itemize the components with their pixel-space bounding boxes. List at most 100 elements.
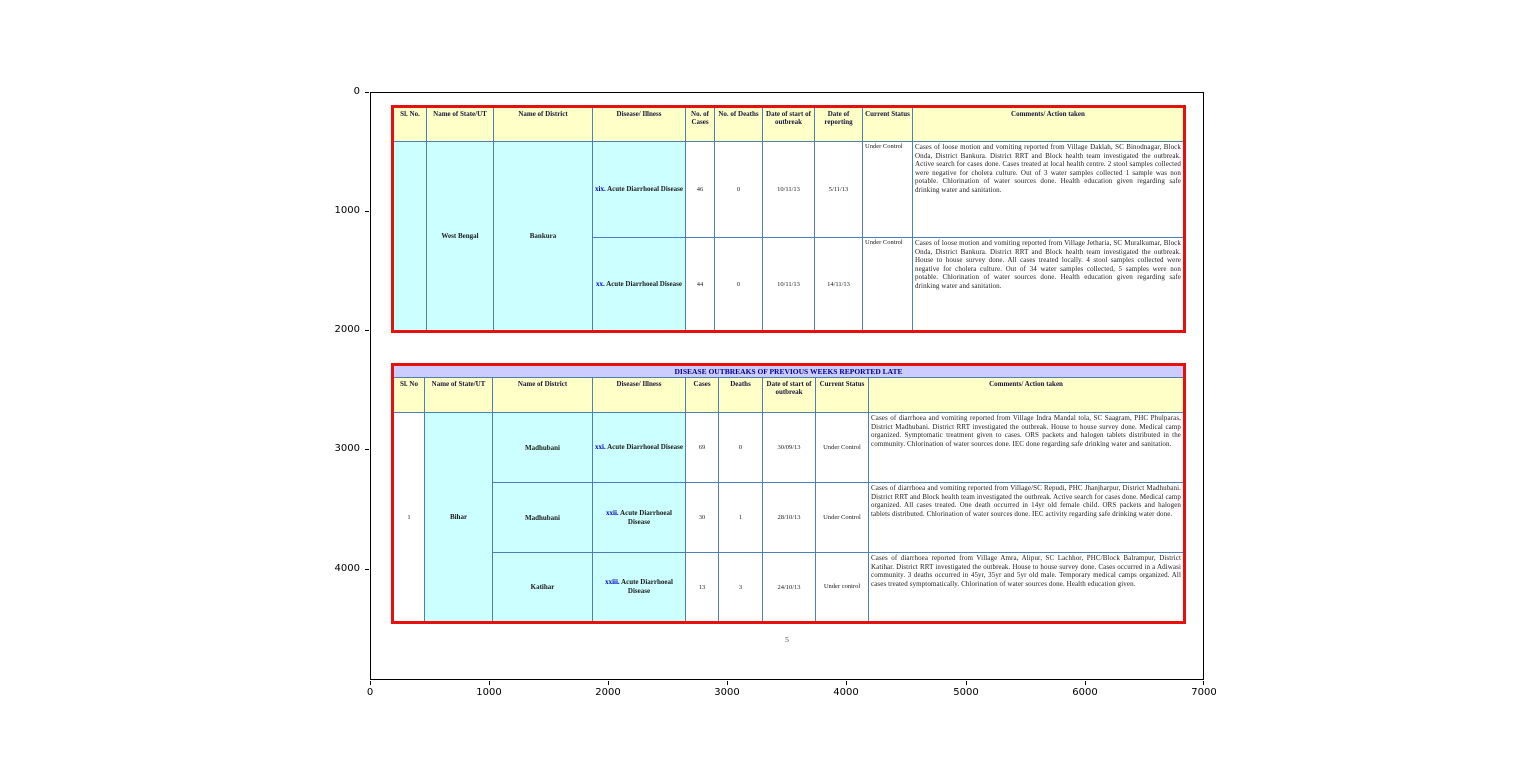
x-tick-mark: [608, 681, 609, 685]
y-tick-label: 1000: [334, 205, 360, 216]
table-row: Katihar xxiii. Acute Diarrhoeal Disease …: [393, 552, 1186, 623]
x-tick-mark: [489, 681, 490, 685]
y-tick-label: 0: [353, 86, 360, 97]
banner-row: DISEASE OUTBREAKS OF PREVIOUS WEEKS REPO…: [391, 364, 1186, 378]
header-district: Name of District: [493, 106, 593, 142]
x-tick-label: 0: [366, 687, 374, 698]
deaths-cell: 0: [718, 412, 763, 483]
header-date-reporting: Date of reporting: [814, 106, 863, 142]
status-cell: Under control: [815, 552, 869, 623]
district-cell: Bankura: [493, 141, 593, 332]
table-banner: DISEASE OUTBREAKS OF PREVIOUS WEEKS REPO…: [391, 364, 1186, 378]
header-state: Name of State/UT: [424, 377, 493, 413]
x-tick-mark: [966, 681, 967, 685]
disease-name: Acute Diarrhoeal Disease: [620, 508, 672, 526]
date-start-cell: 28/10/13: [762, 482, 816, 553]
sl-no-cell: [392, 141, 427, 332]
comments-cell: Cases of diarrhoea reported from Village…: [867, 552, 1186, 623]
x-tick-label: 1000: [476, 687, 502, 698]
state-cell: West Bengal: [426, 141, 494, 332]
header-disease: Disease/ Illness: [592, 106, 686, 142]
y-tick-label: 3000: [334, 443, 360, 454]
header-deaths: No. of Deaths: [714, 106, 763, 142]
y-tick-mark: [365, 211, 369, 212]
x-tick-mark: [1085, 681, 1086, 685]
date-start-cell: 10/11/13: [762, 141, 815, 238]
date-reporting-cell: 14/11/13: [814, 237, 863, 332]
header-comments: Comments/ Action taken: [867, 377, 1186, 413]
comments-cell: Cases of diarrhoea and vomiting reported…: [867, 412, 1186, 483]
x-tick-label: 5000: [953, 687, 979, 698]
disease-number: xx.: [596, 279, 605, 288]
header-disease: Disease/ Illness: [592, 377, 686, 413]
current-outbreaks-table: Sl. No. Name of State/UT Name of Distric…: [391, 105, 1186, 333]
disease-cell: xix. Acute Diarrhoeal Disease: [592, 141, 686, 238]
y-tick-mark: [365, 569, 369, 570]
disease-cell: xx. Acute Diarrhoeal Disease: [592, 237, 686, 332]
y-tick-label: 2000: [334, 324, 360, 335]
status-cell: Under Control: [815, 482, 869, 553]
header-status: Current Status: [815, 377, 869, 413]
cases-cell: 44: [685, 237, 715, 332]
y-tick-mark: [365, 449, 369, 450]
district-cell: Madhubani: [492, 412, 593, 483]
disease-number: xix.: [595, 185, 606, 193]
district-cell: Katihar: [492, 552, 593, 623]
status-cell: Under Control: [862, 141, 913, 238]
comments-cell: Cases of loose motion and vomiting repor…: [912, 237, 1185, 332]
comments-cell: Cases of diarrhoea and vomiting reported…: [867, 482, 1186, 553]
date-start-cell: 24/10/13: [762, 552, 816, 623]
y-tick-label: 4000: [334, 563, 360, 574]
x-tick-label: 3000: [714, 687, 740, 698]
cases-cell: 30: [685, 482, 719, 553]
disease-name: Acute Diarrhoeal Disease: [621, 578, 673, 595]
header-state: Name of State/UT: [426, 106, 494, 142]
header-status: Current Status: [862, 106, 913, 142]
header-cases: Cases: [685, 377, 719, 413]
cases-cell: 13: [685, 552, 719, 623]
header-sl-no: Sl. No: [392, 377, 425, 413]
deaths-cell: 0: [714, 237, 763, 332]
cases-cell: 46: [685, 141, 715, 238]
x-tick-mark: [846, 681, 847, 685]
x-tick-mark: [370, 681, 371, 685]
x-tick-label: 2000: [595, 687, 621, 698]
page-number: 5: [785, 635, 789, 644]
x-tick-mark: [727, 681, 728, 685]
disease-cell: xxii. Acute Diarrhoeal Disease: [592, 482, 686, 553]
disease-cell: xxiii. Acute Diarrhoeal Disease: [592, 552, 686, 623]
disease-name: Acute Diarrhoeal Disease: [607, 443, 683, 451]
late-reported-outbreaks-table: DISEASE OUTBREAKS OF PREVIOUS WEEKS REPO…: [391, 363, 1187, 624]
comments-cell: Cases of loose motion and vomiting repor…: [912, 141, 1185, 238]
disease-cell: xxi. Acute Diarrhoeal Disease: [592, 412, 686, 483]
x-tick-label: 6000: [1072, 687, 1098, 698]
state-cell: Bihar: [424, 412, 493, 623]
disease-name: Acute Diarrhoeal Disease: [606, 279, 682, 288]
cases-cell: 69: [685, 412, 719, 483]
header-deaths: Deaths: [718, 377, 763, 413]
date-reporting-cell: 5/11/13: [814, 141, 863, 238]
x-tick-mark: [1203, 681, 1204, 685]
date-start-cell: 10/11/13: [762, 237, 815, 332]
district-cell: Madhubani: [492, 482, 593, 553]
disease-number: xxiii.: [605, 578, 620, 586]
header-row: Sl. No Name of State/UT Name of District…: [392, 377, 1186, 413]
table-row: Madhubani xxii. Acute Diarrhoeal Disease…: [393, 482, 1186, 553]
header-sl-no: Sl. No.: [392, 106, 427, 142]
date-start-cell: 30/09/13: [762, 412, 816, 483]
header-district: Name of District: [492, 377, 593, 413]
deaths-cell: 3: [718, 552, 763, 623]
table-row: xx. Acute Diarrhoeal Disease 44 0 10/11/…: [393, 237, 1185, 332]
disease-name: Acute Diarrhoeal Disease: [607, 185, 683, 193]
header-comments: Comments/ Action taken: [912, 106, 1185, 142]
table-row: 1 Bihar Madhubani xxi. Acute Diarrhoeal …: [392, 412, 1186, 623]
header-date-start: Date of start of outbreak: [762, 377, 816, 413]
status-cell: Under Control: [862, 237, 913, 332]
header-row: Sl. No. Name of State/UT Name of Distric…: [392, 106, 1185, 142]
x-tick-label: 4000: [833, 687, 859, 698]
sl-no-cell: 1: [392, 412, 425, 623]
header-cases: No. of Cases: [685, 106, 715, 142]
status-cell: Under Control: [815, 412, 869, 483]
y-tick-mark: [365, 330, 369, 331]
